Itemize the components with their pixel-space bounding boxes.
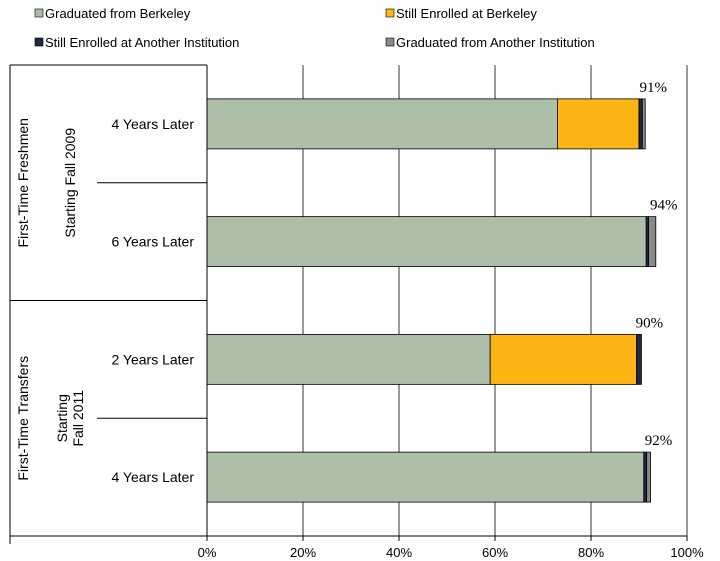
bar-total-label: 92%	[645, 433, 673, 449]
x-tick-label: 80%	[578, 545, 604, 560]
legend: Graduated from Berkeley Still Enrolled at…	[34, 6, 595, 50]
bar-segment	[206, 216, 647, 268]
x-tick-label: 0%	[198, 545, 217, 560]
bars: 91% 94% 90% 92%	[206, 80, 678, 503]
x-tick-label: 20%	[290, 545, 316, 560]
bar-total-label: 90%	[636, 315, 664, 331]
x-tick-label: 40%	[386, 545, 412, 560]
category-label: 2 Years Later	[111, 351, 194, 367]
legend-label: Graduated from Berkeley	[45, 6, 191, 21]
category-label: 4 Years Later	[111, 116, 194, 132]
group-sublabel: Starting Fall 2009	[62, 128, 78, 238]
group-label: First-Time Freshmen	[15, 118, 31, 247]
bar-total-label: 91%	[639, 80, 667, 96]
bar-segment	[643, 451, 648, 503]
bar-segment	[206, 333, 491, 385]
bar-total-label: 94%	[650, 198, 678, 214]
group-sublabel: Fall 2011	[70, 390, 86, 447]
axes	[9, 64, 688, 544]
category-label: 6 Years Later	[111, 234, 194, 250]
bar-segment	[636, 333, 642, 385]
bar-segment	[489, 333, 638, 385]
bar-segment	[646, 451, 651, 503]
bar-segment	[638, 98, 643, 150]
x-tick-label: 100%	[670, 545, 704, 560]
x-tick-label: 60%	[482, 545, 508, 560]
bar-segment	[557, 98, 640, 150]
category-label: 4 Years Later	[111, 469, 194, 485]
group-label: First-Time Transfers	[15, 356, 31, 481]
legend-label: Graduated from Another Institution	[396, 35, 595, 50]
axis-labels: 0% 20% 40% 60% 80% 100% 4 Years Later 6 Years L…	[15, 116, 704, 560]
bar-segment	[206, 451, 645, 503]
bar-segment	[648, 216, 657, 268]
legend-swatch	[34, 8, 44, 18]
bar-segment	[206, 98, 558, 150]
legend-swatch	[385, 37, 395, 47]
legend-swatch	[34, 37, 44, 47]
legend-label: Still Enrolled at Another Institution	[45, 35, 239, 50]
bar-segment	[641, 98, 646, 150]
group-sublabel: Starting	[54, 394, 70, 442]
legend-swatch	[385, 8, 395, 18]
legend-label: Still Enrolled at Berkeley	[396, 6, 537, 21]
